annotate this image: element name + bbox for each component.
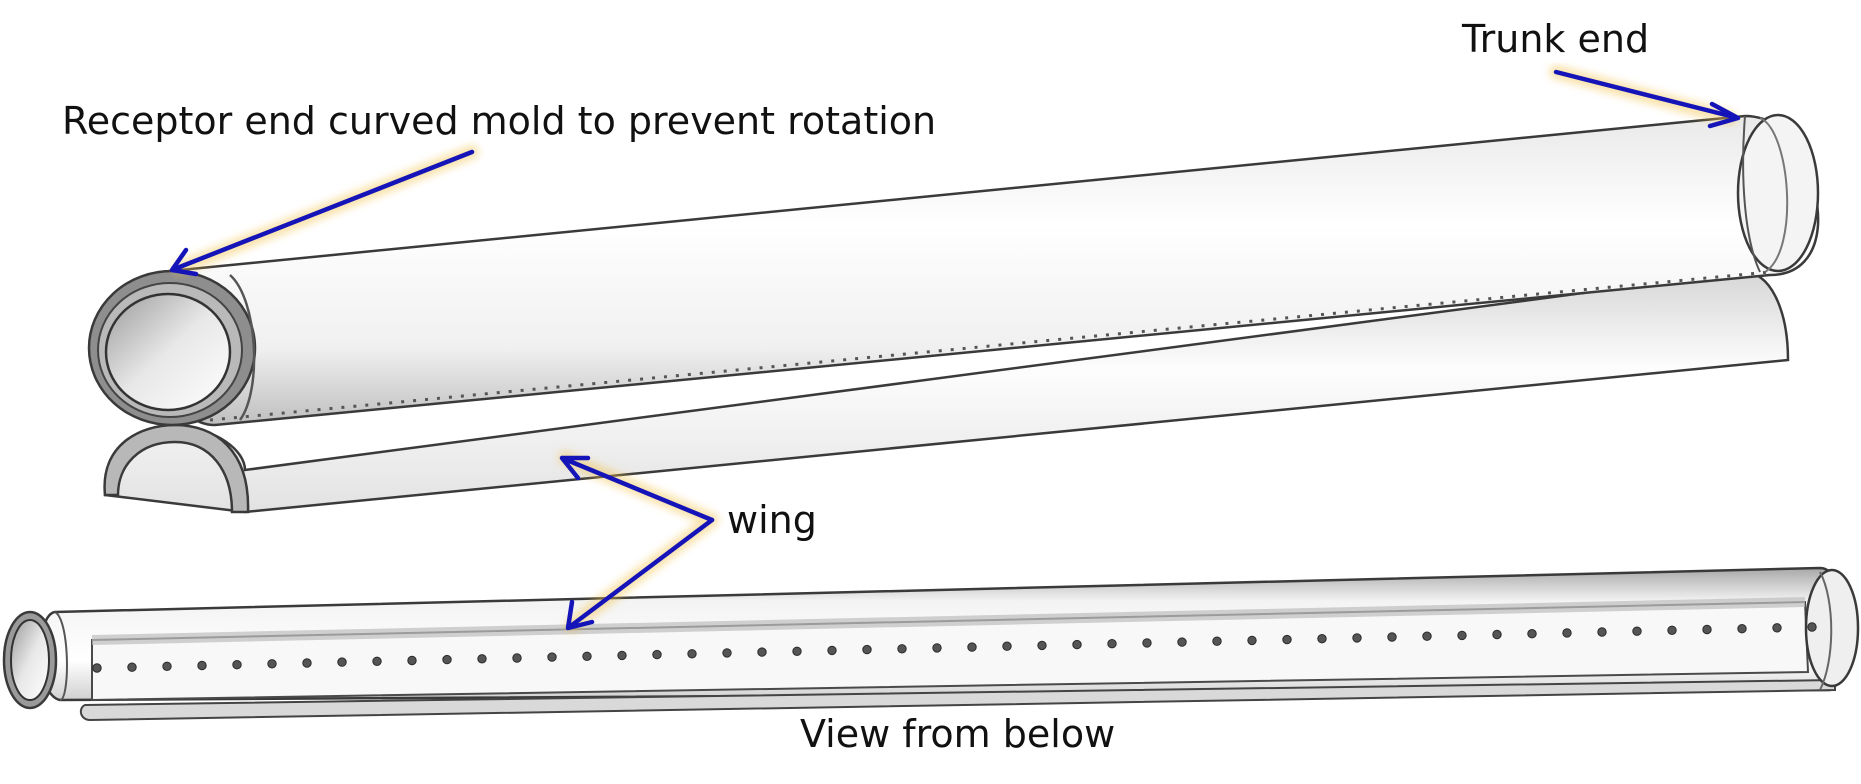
perforation-hole <box>1597 627 1607 637</box>
perforation-hole <box>897 644 907 654</box>
perforation-hole <box>617 650 627 661</box>
wing-end-arch <box>103 423 250 514</box>
wing-arrow-upper <box>559 455 715 523</box>
trunk-end-arrow <box>1553 69 1741 129</box>
perforation-hole <box>477 654 487 664</box>
perforation-hole <box>1457 630 1467 641</box>
perforation-hole <box>407 655 417 666</box>
perforation-hole <box>1702 624 1712 635</box>
perforation-hole <box>1422 631 1432 641</box>
annotation-arrows <box>169 65 1741 632</box>
perforation-hole <box>372 656 382 666</box>
receptor-end-label: Receptor end curved mold to prevent rota… <box>62 99 936 143</box>
perforation-hole <box>442 654 452 665</box>
bottom-left-end-ring <box>2 610 68 710</box>
perforation-hole <box>547 652 557 662</box>
bottom-right-end-cap <box>1804 568 1860 691</box>
perforation-hole <box>967 642 977 652</box>
perforation-hole <box>792 646 802 656</box>
perforation-hole <box>932 643 942 653</box>
perforation-hole <box>1352 633 1362 643</box>
perforation-hole <box>1667 625 1677 635</box>
bottom-view-tube <box>2 566 1860 722</box>
perforation-hole <box>652 649 662 660</box>
perforation-hole <box>162 661 172 671</box>
perforation-hole <box>1177 637 1187 647</box>
perforation-hole <box>862 644 872 655</box>
upper-assembly <box>87 113 1820 514</box>
perforation-holes <box>92 622 1817 673</box>
wing-label: wing <box>727 498 817 542</box>
perforation-hole <box>1772 623 1782 633</box>
trunk-end-label: Trunk end <box>1461 17 1649 61</box>
perforation-hole <box>197 660 207 671</box>
perforation-hole <box>1282 634 1292 645</box>
perforation-hole <box>827 645 837 656</box>
perforation-hole <box>1492 629 1502 640</box>
perforation-hole <box>1212 636 1222 646</box>
receptor-end-arrow <box>169 149 475 277</box>
perforation-hole <box>267 659 277 669</box>
perforation-hole <box>1072 639 1082 650</box>
perforation-hole <box>512 653 522 663</box>
perforation-hole <box>1807 622 1817 632</box>
receptor-end-ring <box>87 269 257 427</box>
wing-arrow-lower <box>565 517 715 631</box>
perforation-hole <box>1142 638 1152 648</box>
view-from-below-label: View from below <box>800 712 1115 756</box>
perforation-hole <box>1387 632 1397 642</box>
trunk-end-cap <box>1736 113 1820 273</box>
perforation-hole <box>302 658 312 668</box>
bottom-flange <box>79 678 1836 722</box>
perforation-hole <box>92 663 102 673</box>
perforation-hole <box>1737 624 1747 634</box>
perforation-hole <box>722 648 732 658</box>
perforation-hole <box>582 651 592 661</box>
perforation-hole <box>1527 629 1537 639</box>
perforation-hole <box>232 660 242 670</box>
perforation-hole <box>687 649 697 659</box>
perforation-hole <box>757 647 767 657</box>
perforation-hole <box>1107 639 1117 649</box>
perforation-hole <box>337 657 347 667</box>
perforation-hole <box>1002 641 1012 651</box>
perforation-hole <box>1632 626 1642 636</box>
perforation-hole <box>127 662 137 672</box>
perforation-hole <box>1317 634 1327 644</box>
perforation-hole <box>1037 640 1047 651</box>
perforation-hole <box>1247 635 1257 646</box>
perforation-hole <box>1562 628 1572 638</box>
